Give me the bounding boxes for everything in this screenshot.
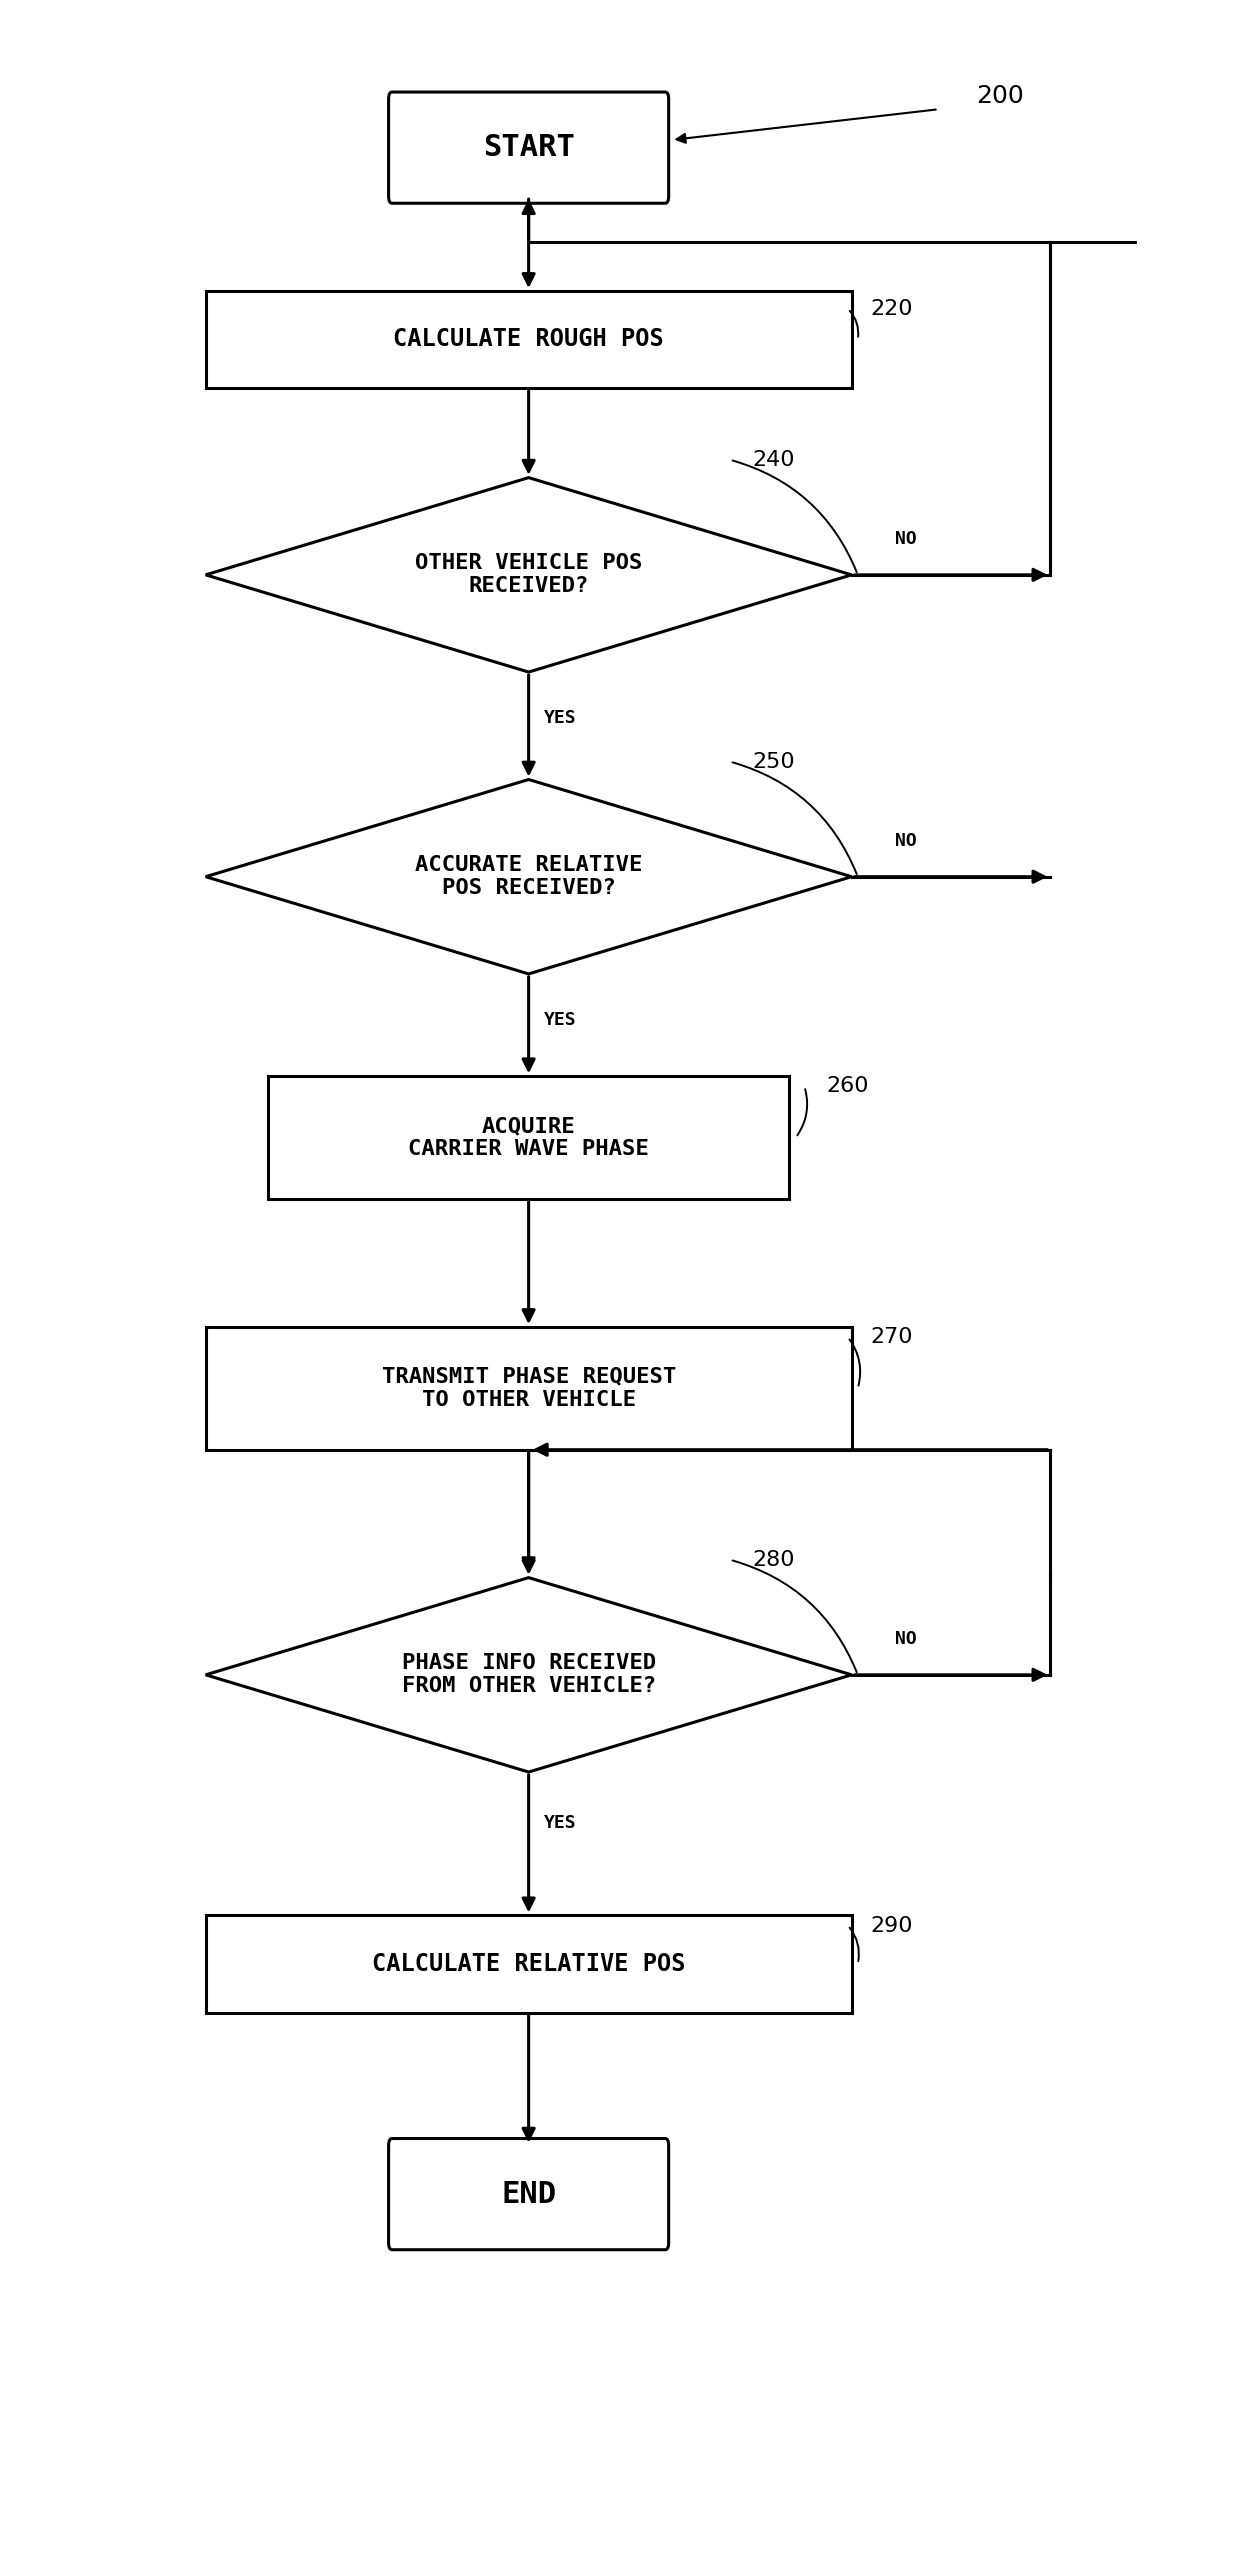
Bar — [206, 1916, 852, 2011]
Text: NO: NO — [896, 530, 917, 548]
Text: 200: 200 — [976, 85, 1024, 108]
Text: NO: NO — [896, 831, 917, 849]
Text: PHASE INFO RECEIVED
FROM OTHER VEHICLE?: PHASE INFO RECEIVED FROM OTHER VEHICLE? — [402, 1654, 656, 1698]
Text: START: START — [482, 134, 574, 162]
FancyBboxPatch shape — [388, 93, 668, 203]
Bar — [268, 1075, 790, 1199]
Text: NO: NO — [896, 1631, 917, 1649]
Bar — [206, 291, 852, 388]
Text: 290: 290 — [870, 1916, 913, 1937]
Text: 260: 260 — [826, 1078, 869, 1096]
Bar — [206, 1327, 852, 1451]
Text: 270: 270 — [870, 1327, 913, 1348]
Text: 240: 240 — [752, 450, 795, 471]
Text: OTHER VEHICLE POS
RECEIVED?: OTHER VEHICLE POS RECEIVED? — [414, 553, 642, 597]
Polygon shape — [206, 1577, 852, 1772]
Text: 280: 280 — [752, 1551, 795, 1569]
FancyBboxPatch shape — [388, 2137, 668, 2250]
Text: CALCULATE RELATIVE POS: CALCULATE RELATIVE POS — [372, 1952, 686, 1975]
Text: ACCURATE RELATIVE
POS RECEIVED?: ACCURATE RELATIVE POS RECEIVED? — [414, 854, 642, 898]
Text: ACQUIRE
CARRIER WAVE PHASE: ACQUIRE CARRIER WAVE PHASE — [408, 1116, 649, 1160]
Text: 220: 220 — [870, 298, 913, 319]
Polygon shape — [206, 779, 852, 975]
Polygon shape — [206, 478, 852, 671]
Text: TRANSMIT PHASE REQUEST
TO OTHER VEHICLE: TRANSMIT PHASE REQUEST TO OTHER VEHICLE — [382, 1366, 676, 1409]
Text: YES: YES — [544, 1011, 577, 1029]
Text: YES: YES — [544, 710, 577, 728]
Text: CALCULATE ROUGH POS: CALCULATE ROUGH POS — [393, 327, 664, 352]
Text: END: END — [501, 2178, 556, 2209]
Text: 250: 250 — [752, 751, 795, 772]
Text: YES: YES — [544, 1813, 577, 1831]
